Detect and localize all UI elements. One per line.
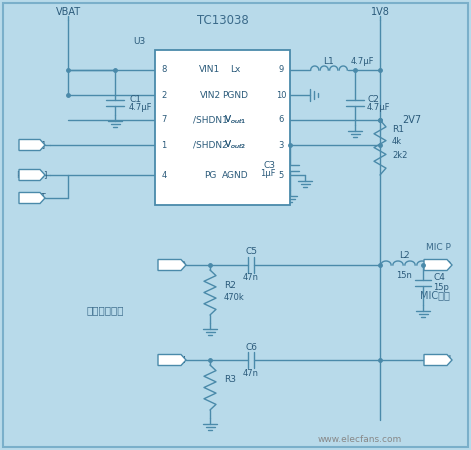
Polygon shape <box>424 355 452 365</box>
Text: MIC_P: MIC_P <box>159 261 185 270</box>
Text: 1V8: 1V8 <box>371 7 390 17</box>
Text: MIC_N: MIC_N <box>158 356 186 364</box>
Text: 15n: 15n <box>396 270 412 279</box>
Polygon shape <box>158 355 186 365</box>
Text: PIO[11]: PIO[11] <box>16 171 48 180</box>
Text: 6: 6 <box>278 116 284 125</box>
Text: 47n: 47n <box>243 369 259 378</box>
Text: 2k2: 2k2 <box>392 150 407 159</box>
Polygon shape <box>19 193 45 203</box>
Text: TC13038: TC13038 <box>196 14 248 27</box>
Text: 9: 9 <box>278 66 284 75</box>
Text: 1μF: 1μF <box>260 170 276 179</box>
Text: PGND: PGND <box>222 90 248 99</box>
Text: AGND: AGND <box>222 171 248 180</box>
Polygon shape <box>19 140 45 150</box>
Text: VIN1: VIN1 <box>199 66 220 75</box>
Text: 2: 2 <box>162 90 167 99</box>
Text: /SHDN1: /SHDN1 <box>193 116 227 125</box>
Polygon shape <box>19 170 45 180</box>
Text: R2: R2 <box>224 280 236 289</box>
Text: L1: L1 <box>324 57 334 66</box>
Polygon shape <box>424 260 452 270</box>
Text: U3: U3 <box>133 37 145 46</box>
Text: R1: R1 <box>392 126 404 135</box>
Text: L2: L2 <box>398 251 409 260</box>
Text: 8: 8 <box>161 66 167 75</box>
Text: MIC P: MIC P <box>426 243 450 252</box>
Text: RESET: RESET <box>19 194 45 202</box>
Text: 10: 10 <box>276 90 286 99</box>
Text: 到蓝牙主芯片: 到蓝牙主芯片 <box>86 305 124 315</box>
Text: V$_{out1}$: V$_{out1}$ <box>224 114 246 126</box>
Text: C5: C5 <box>245 248 257 256</box>
Text: C4: C4 <box>433 274 445 283</box>
Text: 4.7μF: 4.7μF <box>350 57 374 66</box>
Text: Lx: Lx <box>230 66 240 75</box>
Text: 47n: 47n <box>243 274 259 283</box>
Text: MIC P: MIC P <box>426 261 450 270</box>
Text: V$_{out1}$: V$_{out1}$ <box>224 114 246 126</box>
Text: /SHDN2: /SHDN2 <box>193 140 227 149</box>
Text: 15p: 15p <box>433 284 449 292</box>
Text: MIC输入: MIC输入 <box>420 290 450 300</box>
Text: V$_{out2}$: V$_{out2}$ <box>224 139 246 151</box>
Text: 470k: 470k <box>224 292 245 302</box>
Text: 3: 3 <box>278 140 284 149</box>
Text: C3: C3 <box>264 161 276 170</box>
Text: 4.7μF: 4.7μF <box>129 104 153 112</box>
Text: 4: 4 <box>162 171 167 180</box>
Text: V$_{out2}$: V$_{out2}$ <box>224 139 246 151</box>
Bar <box>155 50 290 205</box>
Text: PIO[9]: PIO[9] <box>19 140 45 149</box>
Text: 4.7μF: 4.7μF <box>367 104 390 112</box>
Text: 1: 1 <box>162 140 167 149</box>
Text: C2: C2 <box>367 95 379 104</box>
Text: MIC N: MIC N <box>425 356 451 364</box>
Text: PG: PG <box>204 171 216 180</box>
Text: R3: R3 <box>224 375 236 384</box>
Text: C1: C1 <box>129 95 141 104</box>
Text: VBAT: VBAT <box>56 7 81 17</box>
Polygon shape <box>158 260 186 270</box>
Text: www.elecfans.com: www.elecfans.com <box>318 436 402 445</box>
Text: 7: 7 <box>161 116 167 125</box>
Text: 4k: 4k <box>392 138 402 147</box>
Text: 2V7: 2V7 <box>402 115 421 125</box>
Text: 5: 5 <box>278 171 284 180</box>
Text: VIN2: VIN2 <box>199 90 220 99</box>
Text: C6: C6 <box>245 342 257 351</box>
